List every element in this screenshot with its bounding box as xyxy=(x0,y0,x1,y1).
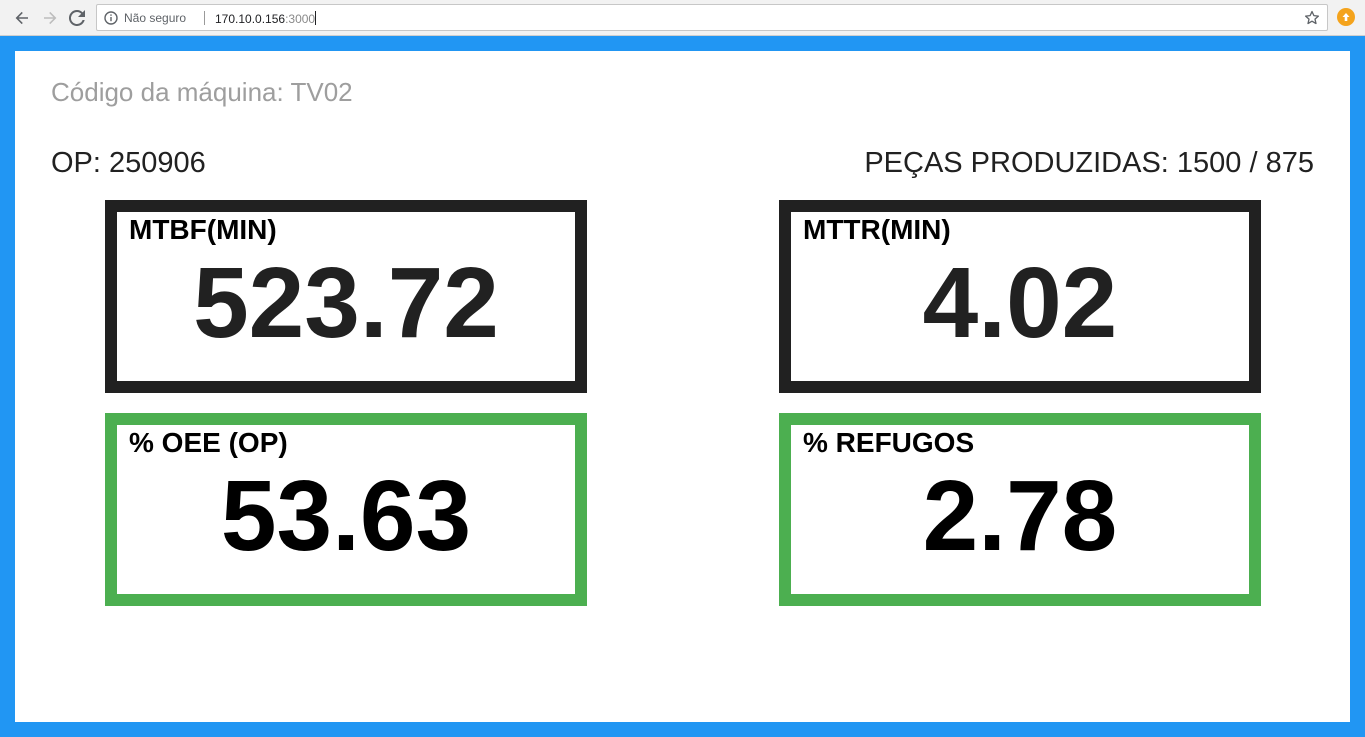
url-text[interactable]: 170.10.0.156:3000 xyxy=(215,11,317,26)
security-status-label[interactable]: Não seguro xyxy=(124,11,187,25)
mttr-card: MTTR(MIN) 4.02 xyxy=(779,200,1261,393)
mttr-value: 4.02 xyxy=(922,247,1118,359)
refugos-label: % REFUGOS xyxy=(803,427,975,458)
reload-icon[interactable] xyxy=(65,6,89,30)
url-port: :3000 xyxy=(285,12,316,26)
star-icon[interactable] xyxy=(1304,10,1320,26)
address-bar[interactable]: Não seguro 170.10.0.156:3000 xyxy=(96,4,1328,31)
back-arrow-icon[interactable] xyxy=(10,6,34,30)
oee-label: % OEE (OP) xyxy=(129,427,288,458)
dashboard-panel: Código da máquina: TV02 OP: 250906 PEÇAS… xyxy=(15,51,1350,722)
extension-icon[interactable] xyxy=(1337,8,1355,26)
mttr-label: MTTR(MIN) xyxy=(803,214,951,245)
info-icon[interactable] xyxy=(104,11,118,25)
browser-toolbar: Não seguro 170.10.0.156:3000 xyxy=(0,0,1365,36)
refugos-value: 2.78 xyxy=(922,460,1118,572)
mtbf-value: 523.72 xyxy=(193,247,499,359)
url-host: 170.10.0.156 xyxy=(215,12,286,26)
page-frame: Código da máquina: TV02 OP: 250906 PEÇAS… xyxy=(0,36,1365,737)
mtbf-card: MTBF(MIN) 523.72 xyxy=(105,200,587,393)
parts-produced: PEÇAS PRODUZIDAS: 1500 / 875 xyxy=(864,147,1314,179)
text-caret xyxy=(315,11,317,25)
mtbf-label: MTBF(MIN) xyxy=(129,214,277,245)
refugos-card: % REFUGOS 2.78 xyxy=(779,413,1261,606)
omnibox-divider xyxy=(204,11,205,25)
machine-code: Código da máquina: TV02 xyxy=(51,77,353,107)
oee-card: % OEE (OP) 53.63 xyxy=(105,413,587,606)
forward-arrow-icon[interactable] xyxy=(38,6,62,30)
op-number: OP: 250906 xyxy=(51,147,206,179)
oee-value: 53.63 xyxy=(220,460,472,572)
